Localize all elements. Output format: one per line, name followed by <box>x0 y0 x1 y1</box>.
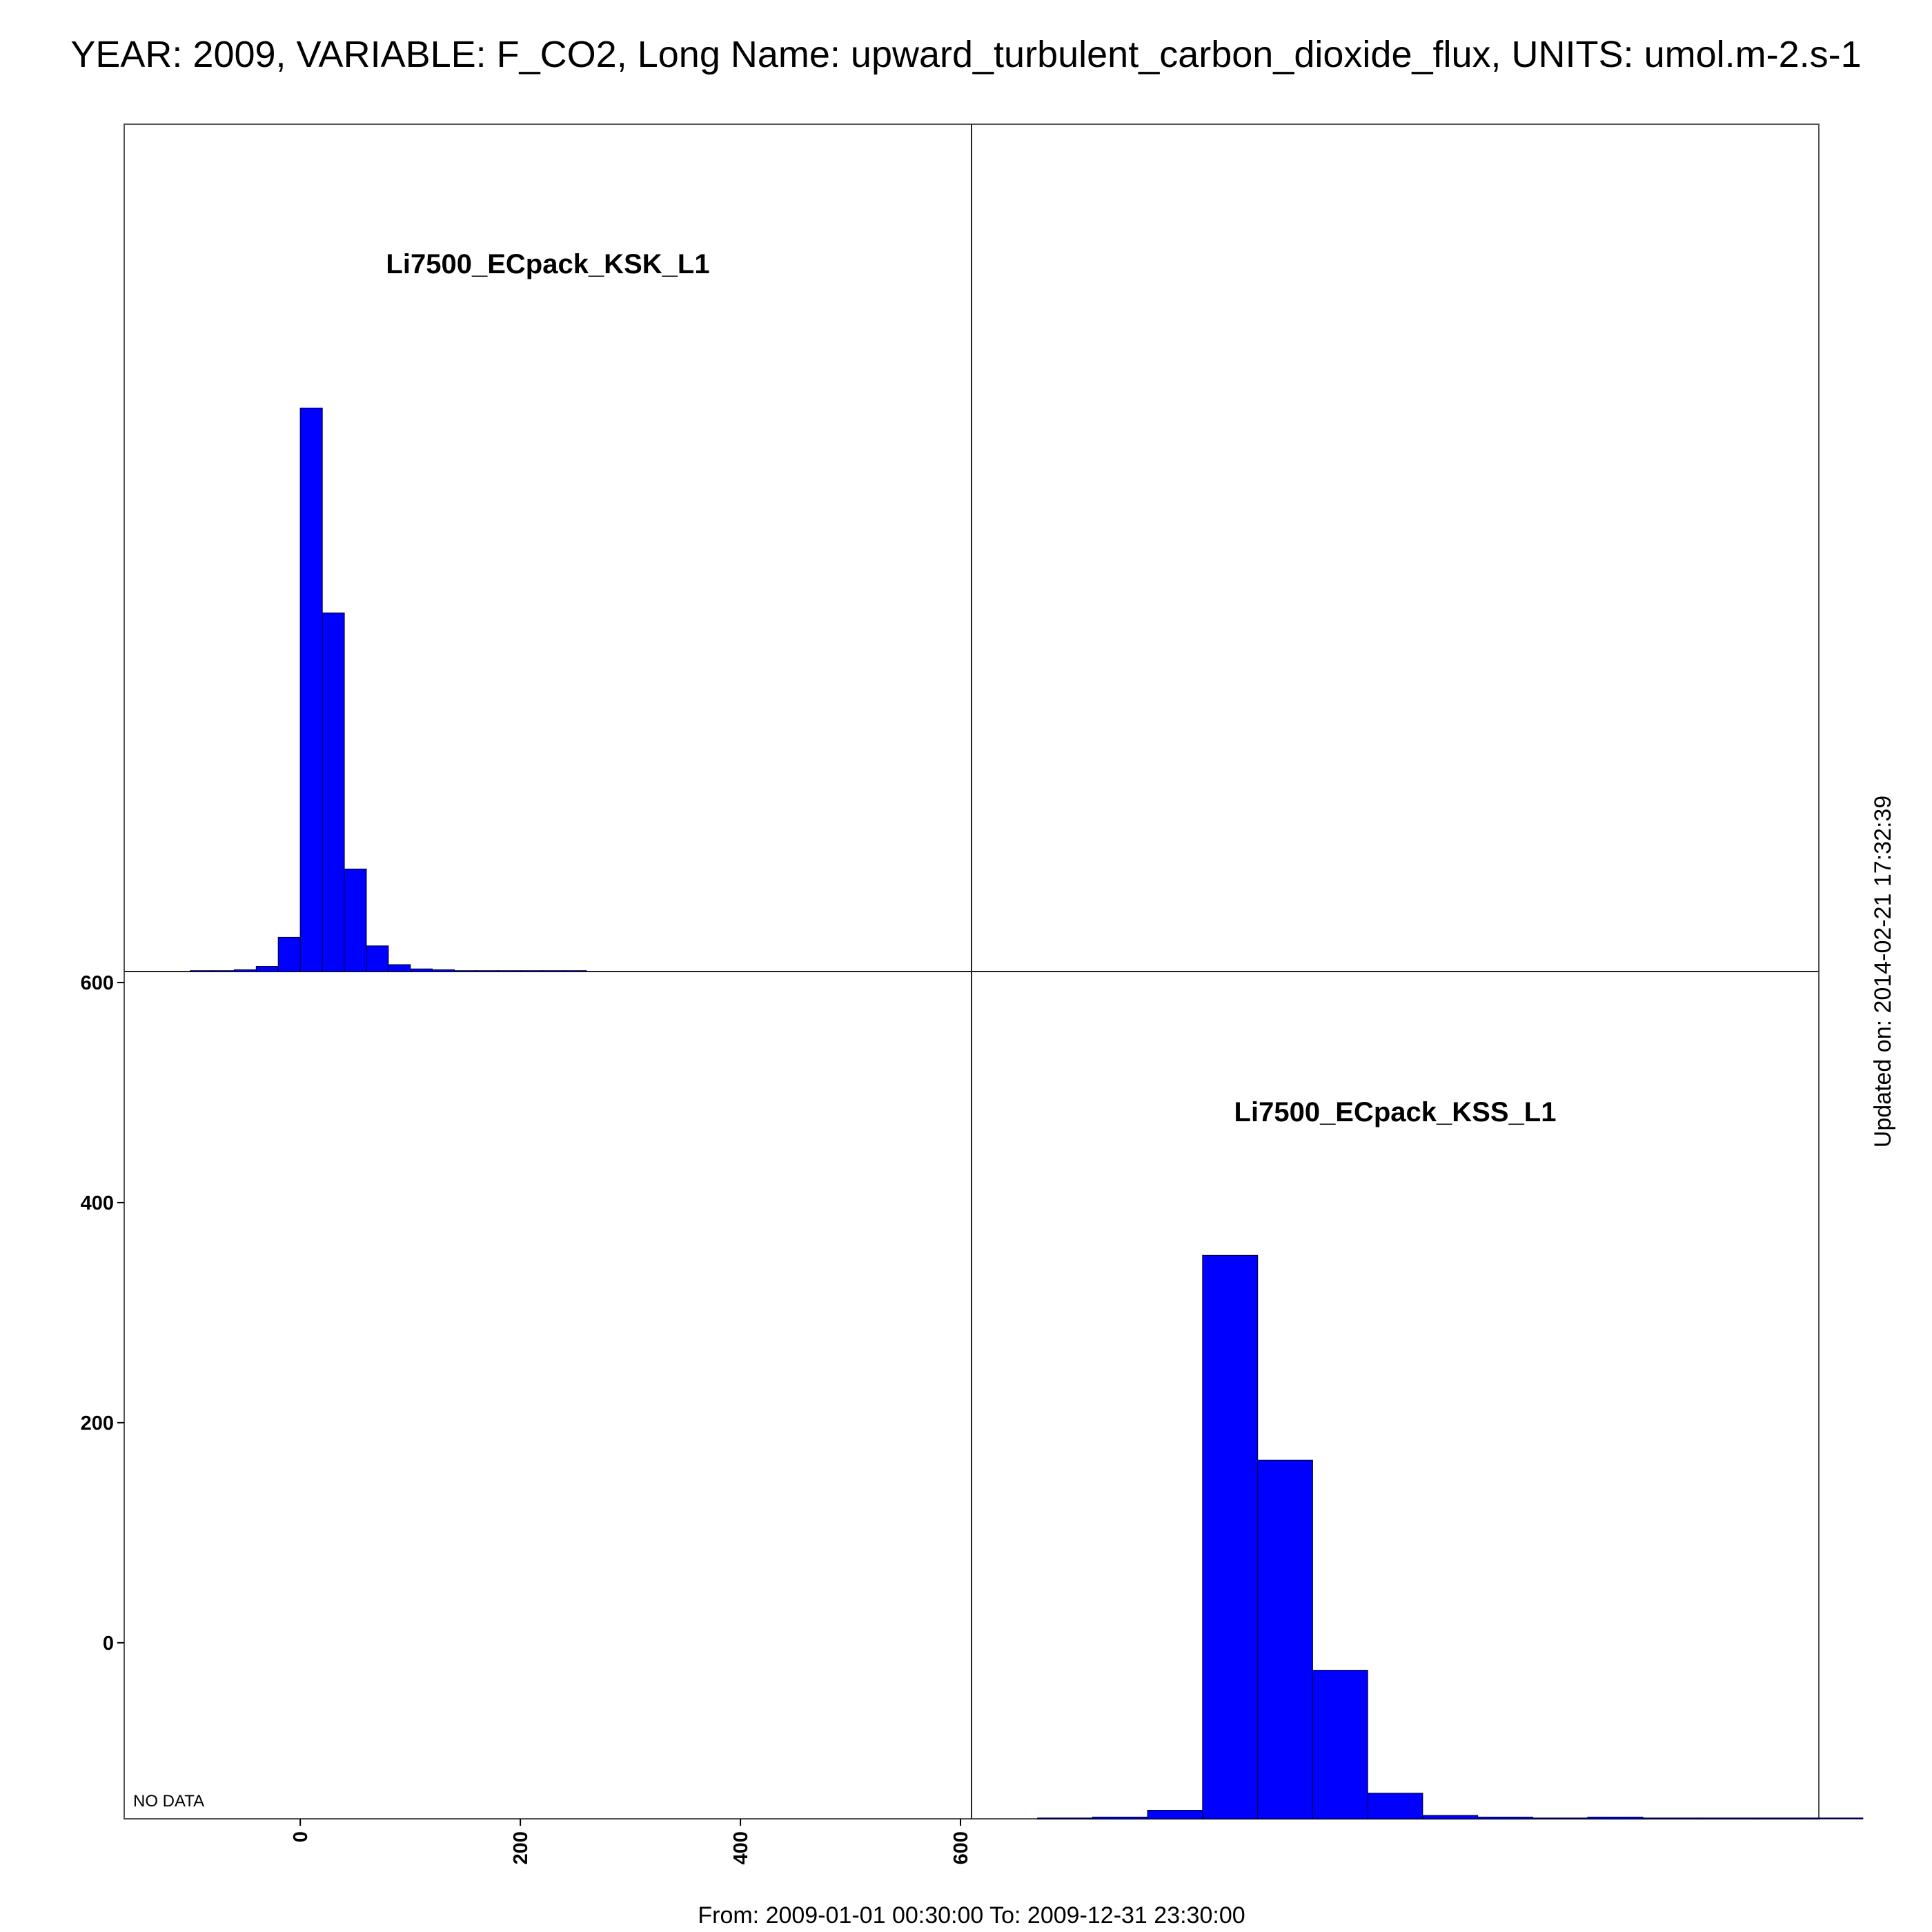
x-tick-label: 0 <box>290 1831 312 1842</box>
histogram-bar <box>1202 1254 1259 1820</box>
x-tick-label: 600 <box>950 1831 972 1864</box>
date-range-label: From: 2009-01-01 00:30:00 To: 2009-12-31… <box>698 1902 1245 1929</box>
histogram-bar <box>388 964 411 972</box>
histogram-bar <box>299 407 323 972</box>
histogram-bar <box>520 970 543 972</box>
histogram-bar <box>1256 1459 1313 1820</box>
panel-title-kss: Li7500_ECpack_KSS_L1 <box>1234 1097 1557 1127</box>
histogram-bar <box>1092 1816 1148 1820</box>
histogram-bar <box>1807 1817 1864 1820</box>
histogram-panel-kss <box>1037 1254 1864 1820</box>
y-tick-label: 400 <box>81 1192 114 1214</box>
histogram-bar <box>212 970 235 972</box>
panel-title-ksk: Li7500_ECpack_KSK_L1 <box>386 249 709 279</box>
histogram-panel-ksk <box>190 407 587 972</box>
y-tick-label: 0 <box>103 1633 114 1655</box>
histogram-bar <box>1312 1670 1368 1820</box>
histogram-bar <box>1532 1817 1588 1820</box>
histogram-bar <box>1752 1817 1808 1820</box>
histogram-bar <box>1477 1816 1533 1820</box>
y-tick-label: 200 <box>81 1412 114 1435</box>
no-data-label: NO DATA <box>133 1792 204 1811</box>
histogram-bar <box>542 970 565 972</box>
histogram-bar <box>1642 1817 1699 1820</box>
histogram-bar <box>1037 1817 1093 1820</box>
histogram-bar <box>190 970 213 972</box>
x-tick-label: 400 <box>730 1831 752 1864</box>
x-tick-label: 200 <box>510 1831 532 1864</box>
histogram-bar <box>1367 1793 1423 1820</box>
x-axis: 0 200 400 600 <box>290 1819 972 1864</box>
histogram-bar <box>1147 1810 1203 1820</box>
histogram-bar <box>1422 1815 1479 1820</box>
histogram-bar <box>564 970 587 972</box>
histogram-bar <box>409 968 433 972</box>
y-axis: 0 200 400 600 <box>81 972 124 1655</box>
histogram-bar <box>233 969 257 972</box>
histogram-bar <box>1697 1817 1753 1820</box>
histogram-bar <box>497 970 521 972</box>
histogram-bar <box>431 969 455 972</box>
histogram-bar <box>255 965 279 972</box>
y-tick-label: 600 <box>81 972 114 994</box>
histogram-bar <box>366 945 389 972</box>
histogram-bar <box>453 970 477 972</box>
histogram-bar <box>277 936 301 972</box>
histogram-bar <box>1587 1816 1644 1820</box>
chart-title: YEAR: 2009, VARIABLE: F_CO2, Long Name: … <box>70 34 1861 75</box>
histogram-bar <box>344 868 367 972</box>
histogram-bar <box>475 970 499 972</box>
updated-timestamp: Updated on: 2014-02-21 17:32:39 <box>1870 796 1896 1147</box>
histogram-bar <box>322 612 345 972</box>
